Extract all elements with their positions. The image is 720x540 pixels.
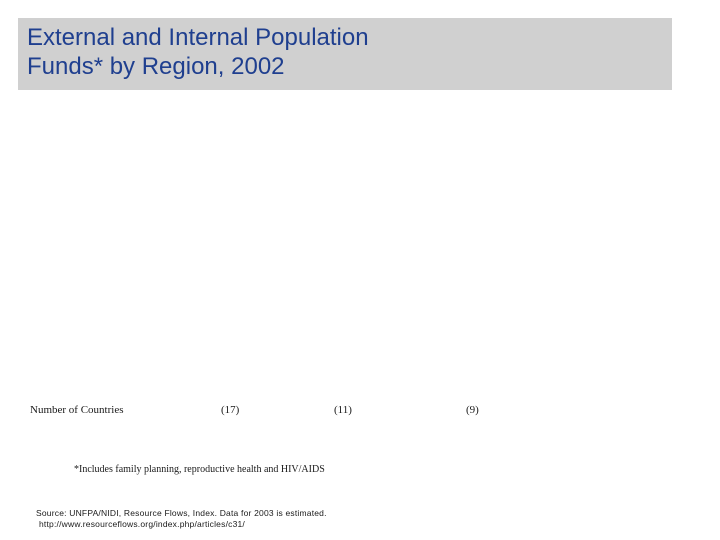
country-count-1: (17) (221, 404, 240, 416)
slide-title: External and Internal Population Funds* … (27, 23, 369, 81)
number-of-countries-row: Number of Countries (17) (11) (9) (0, 404, 720, 420)
footnote: *Includes family planning, reproductive … (74, 464, 325, 475)
source-note: Source: UNFPA/NIDI, Resource Flows, Inde… (36, 508, 327, 530)
country-count-3: (9) (466, 404, 479, 416)
source-line: Source: UNFPA/NIDI, Resource Flows, Inde… (36, 508, 327, 518)
slide-title-line-1: External and Internal Population (27, 24, 369, 51)
number-of-countries-label: Number of Countries (30, 404, 124, 416)
country-count-2: (11) (334, 404, 352, 416)
title-band: External and Internal Population Funds* … (18, 18, 672, 90)
source-url: http://www.resourceflows.org/index.php/a… (39, 519, 245, 529)
slide-title-line-2: Funds* by Region, 2002 (27, 53, 285, 80)
